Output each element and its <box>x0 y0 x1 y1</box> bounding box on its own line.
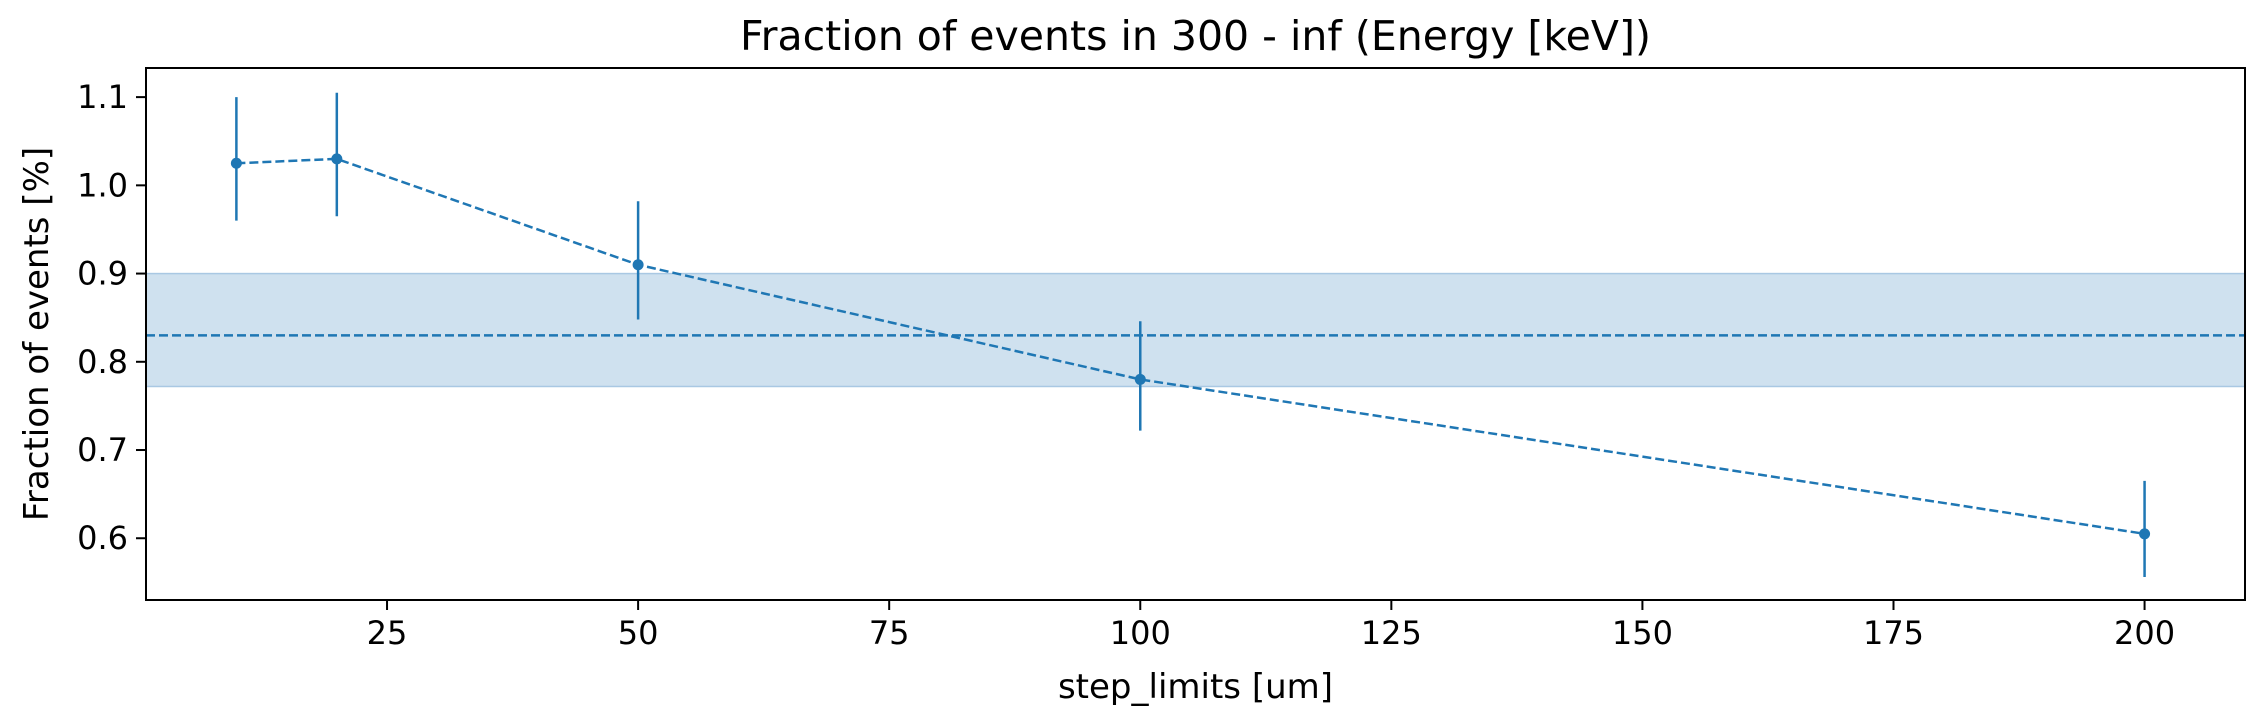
x-tick-label: 50 <box>618 614 659 652</box>
y-axis: 0.6 0.7 0.8 0.9 1.0 1.1 <box>77 78 146 557</box>
data-point <box>2139 528 2151 540</box>
x-tick-label: 175 <box>1863 614 1924 652</box>
x-tick-label: 25 <box>367 614 408 652</box>
data-point <box>1134 373 1146 385</box>
data-point <box>632 259 644 271</box>
chart-title: Fraction of events in 300 - inf (Energy … <box>740 12 1651 60</box>
x-axis: 25 50 75 100 125 150 175 200 <box>367 600 2175 652</box>
y-tick-label: 1.1 <box>77 78 128 116</box>
series-layer <box>230 92 2151 578</box>
y-axis-label: Fraction of events [%] <box>17 147 57 521</box>
y-tick-label: 1.0 <box>77 166 128 204</box>
plot-frame <box>145 67 2246 601</box>
y-tick-label: 0.9 <box>77 255 128 293</box>
data-point <box>230 157 242 169</box>
y-tick-label: 0.7 <box>77 431 128 469</box>
data-point <box>331 153 343 165</box>
x-axis-label: step_limits [um] <box>1058 667 1333 707</box>
y-tick-label: 0.8 <box>77 343 128 381</box>
x-tick-label: 150 <box>1612 614 1673 652</box>
x-tick-label: 100 <box>1110 614 1171 652</box>
y-tick-label: 0.6 <box>77 519 128 557</box>
x-tick-label: 125 <box>1361 614 1422 652</box>
x-tick-label: 200 <box>2114 614 2175 652</box>
band-layer <box>145 272 2246 388</box>
reference-band <box>145 272 2246 388</box>
x-tick-label: 75 <box>869 614 910 652</box>
